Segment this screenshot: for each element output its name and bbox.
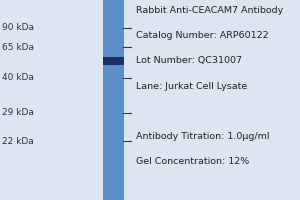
Text: Catalog Number: ARP60122: Catalog Number: ARP60122	[136, 31, 269, 40]
Text: 90 kDa: 90 kDa	[2, 23, 34, 32]
Text: 22 kDa: 22 kDa	[2, 136, 33, 146]
Text: 65 kDa: 65 kDa	[2, 43, 34, 51]
Bar	[103, 57, 124, 65]
Text: Antibody Titration: 1.0µg/ml: Antibody Titration: 1.0µg/ml	[136, 132, 270, 141]
Text: Lot Number: QC31007: Lot Number: QC31007	[136, 56, 242, 65]
Text: Gel Concentration: 12%: Gel Concentration: 12%	[136, 157, 250, 166]
Text: Lane: Jurkat Cell Lysate: Lane: Jurkat Cell Lysate	[136, 82, 248, 91]
Text: 29 kDa: 29 kDa	[2, 108, 33, 117]
Text: Rabbit Anti-CEACAM7 Antibody: Rabbit Anti-CEACAM7 Antibody	[136, 6, 284, 15]
Text: 40 kDa: 40 kDa	[2, 73, 33, 82]
Bar	[103, 0, 124, 200]
